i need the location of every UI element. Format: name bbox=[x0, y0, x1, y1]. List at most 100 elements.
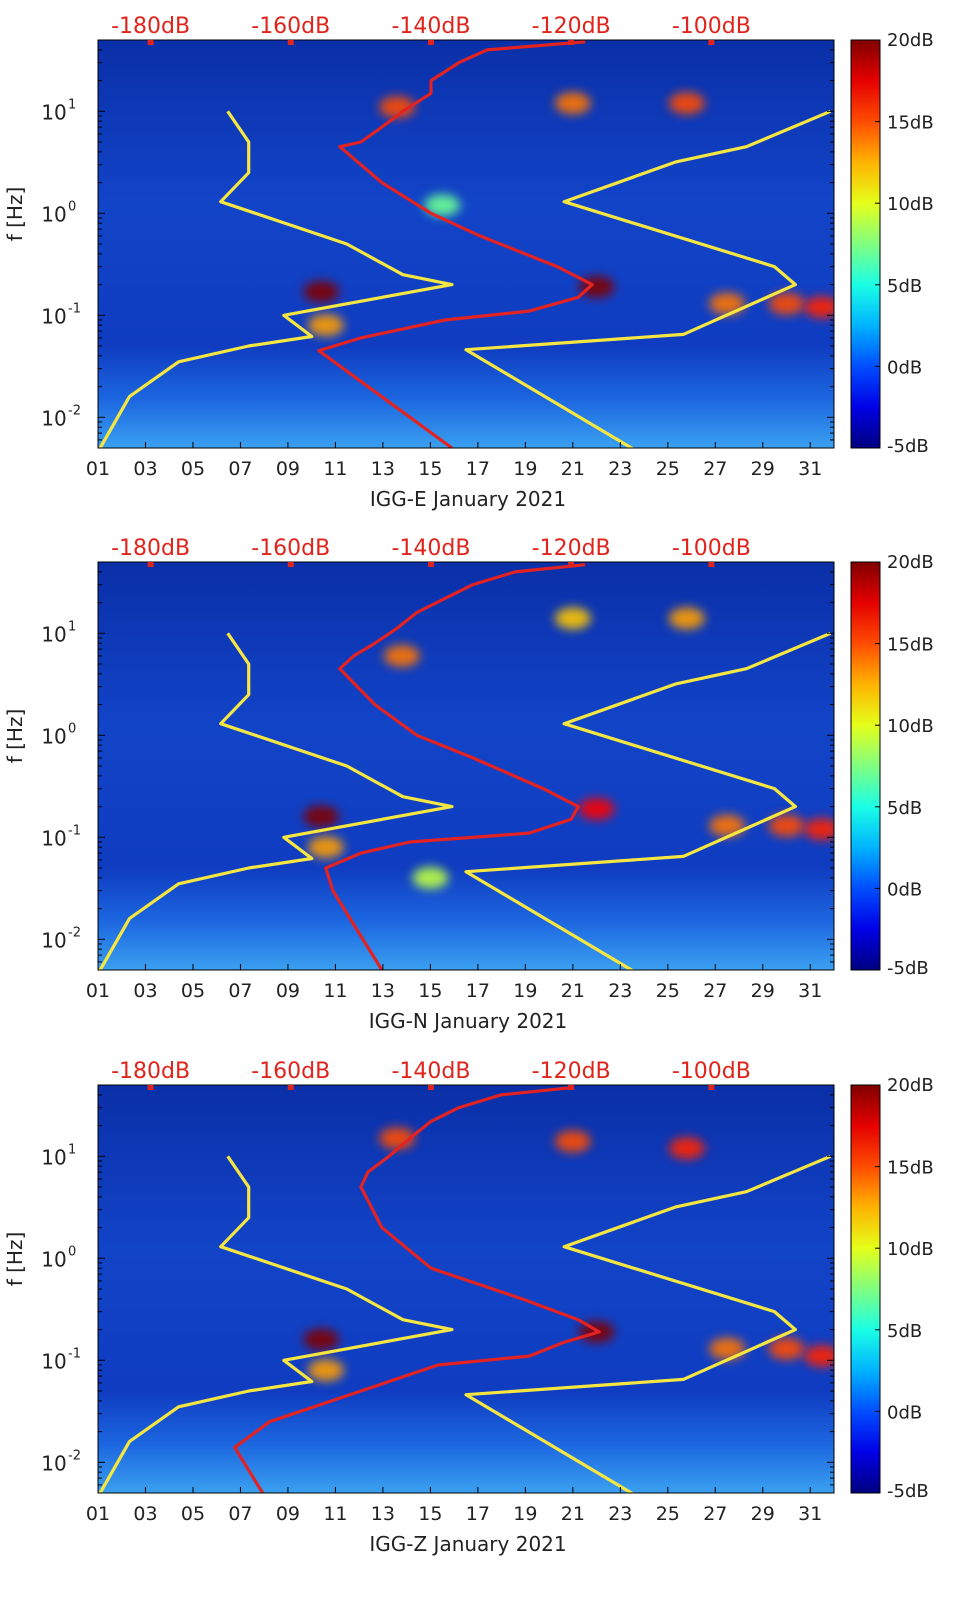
plot-background bbox=[98, 1085, 834, 1493]
heatmap-hotspot bbox=[379, 1127, 416, 1150]
x-tick-label: 13 bbox=[371, 458, 395, 480]
x-tick-label: 21 bbox=[561, 980, 585, 1002]
plot-area bbox=[98, 1086, 834, 1493]
x-tick-label: 11 bbox=[323, 980, 347, 1002]
colorbar-tick-label: 15dB bbox=[887, 635, 934, 656]
heatmap-hotspot bbox=[768, 292, 805, 315]
y-tick-exponent: 0 bbox=[68, 721, 76, 736]
yellow-noise-model-line bbox=[464, 1154, 832, 1493]
x-tick-label: 09 bbox=[276, 458, 300, 480]
top-db-tick bbox=[708, 562, 715, 567]
heatmap-hotspot bbox=[668, 1137, 705, 1160]
y-tick-exponent: -2 bbox=[68, 403, 81, 418]
y-tick-label: 10 bbox=[41, 622, 66, 646]
colorbar-tick-label: -5dB bbox=[887, 1481, 929, 1502]
heatmap-hotspot bbox=[709, 814, 746, 837]
y-tick-label: 10 bbox=[41, 202, 66, 226]
x-tick-label: 29 bbox=[751, 1503, 775, 1525]
x-tick-label: 01 bbox=[86, 458, 110, 480]
colorbar-tick-label: 10dB bbox=[887, 194, 934, 215]
x-tick-label: 03 bbox=[133, 980, 157, 1002]
top-db-tick bbox=[147, 562, 154, 567]
heatmap-hotspot bbox=[668, 607, 705, 630]
top-db-tick bbox=[287, 562, 294, 567]
x-tick-label: 25 bbox=[656, 1503, 680, 1525]
x-tick-label: 31 bbox=[798, 458, 822, 480]
y-tick-label: 10 bbox=[41, 928, 66, 952]
y-tick-exponent: 1 bbox=[68, 1142, 76, 1157]
heatmap-hotspot bbox=[554, 1130, 591, 1153]
x-tick-label: 31 bbox=[798, 980, 822, 1002]
x-tick-label: 19 bbox=[513, 980, 537, 1002]
colorbar bbox=[850, 561, 881, 971]
x-tick-label: 03 bbox=[133, 1503, 157, 1525]
colorbar-tick-label: 5dB bbox=[887, 276, 922, 297]
y-axis-label: f [Hz] bbox=[3, 709, 27, 764]
x-tick-label: 11 bbox=[323, 1503, 347, 1525]
x-tick-label: 01 bbox=[86, 980, 110, 1002]
y-tick-label: 10 bbox=[41, 1145, 66, 1169]
plot-area bbox=[98, 40, 834, 448]
top-db-tick bbox=[708, 1085, 715, 1090]
y-tick-exponent: 0 bbox=[68, 1244, 76, 1259]
x-tick-label: 19 bbox=[513, 458, 537, 480]
x-tick-label: 05 bbox=[181, 980, 205, 1002]
heatmap-hotspot bbox=[424, 194, 461, 217]
x-tick-label: 29 bbox=[751, 980, 775, 1002]
heatmap-hotspot bbox=[554, 607, 591, 630]
heatmap-hotspot bbox=[379, 96, 416, 119]
heatmap-hotspot bbox=[307, 836, 344, 859]
top-db-label: -120dB bbox=[532, 14, 611, 39]
colorbar-tick-label: 15dB bbox=[887, 1158, 934, 1179]
top-db-label: -100dB bbox=[672, 1059, 751, 1084]
x-tick-label: 17 bbox=[466, 980, 490, 1002]
top-db-label: -140dB bbox=[391, 1059, 470, 1084]
y-tick-label: 10 bbox=[41, 304, 66, 328]
x-axis-label: IGG-Z January 2021 bbox=[369, 1532, 566, 1556]
heatmap-hotspot bbox=[709, 1337, 746, 1360]
top-db-tick bbox=[427, 1085, 434, 1090]
yellow-noise-model-line bbox=[464, 109, 832, 448]
colorbar bbox=[850, 1084, 881, 1494]
heatmap-hotspot bbox=[668, 92, 705, 115]
x-tick-label: 17 bbox=[466, 458, 490, 480]
top-db-tick bbox=[147, 40, 154, 45]
x-tick-label: 29 bbox=[751, 458, 775, 480]
colorbar-tick-label: 20dB bbox=[887, 30, 934, 51]
y-tick-exponent: -2 bbox=[68, 1448, 81, 1463]
x-axis-label: IGG-E January 2021 bbox=[370, 487, 566, 511]
top-db-label: -100dB bbox=[672, 536, 751, 561]
y-tick-exponent: -1 bbox=[68, 1346, 81, 1361]
x-tick-label: 25 bbox=[656, 458, 680, 480]
heatmap-hotspot bbox=[383, 644, 420, 667]
heatmap-hotspot bbox=[804, 1345, 834, 1368]
y-tick-exponent: -1 bbox=[68, 301, 81, 316]
x-tick-label: 23 bbox=[608, 980, 632, 1002]
plot-background bbox=[98, 40, 834, 448]
top-db-label: -120dB bbox=[532, 1059, 611, 1084]
top-db-label: -160dB bbox=[251, 1059, 330, 1084]
y-axis-label: f [Hz] bbox=[3, 187, 27, 242]
x-tick-label: 07 bbox=[228, 458, 252, 480]
x-tick-label: 21 bbox=[561, 1503, 585, 1525]
top-db-tick bbox=[287, 1085, 294, 1090]
red-noise-line bbox=[324, 563, 586, 970]
heatmap-hotspot bbox=[804, 296, 834, 319]
red-noise-line bbox=[317, 40, 594, 448]
heatmap-hotspot bbox=[303, 1328, 340, 1351]
top-db-tick bbox=[568, 40, 575, 45]
x-tick-label: 25 bbox=[656, 980, 680, 1002]
y-tick-exponent: 1 bbox=[68, 619, 76, 634]
heatmap-hotspot bbox=[709, 292, 746, 315]
top-db-tick bbox=[708, 40, 715, 45]
x-tick-label: 05 bbox=[181, 458, 205, 480]
heatmap-hotspot bbox=[554, 92, 591, 115]
heatmap-hotspot bbox=[804, 818, 834, 841]
yellow-noise-model-line bbox=[98, 1155, 454, 1493]
colorbar-tick-label: -5dB bbox=[887, 436, 929, 457]
x-tick-label: 15 bbox=[418, 980, 442, 1002]
